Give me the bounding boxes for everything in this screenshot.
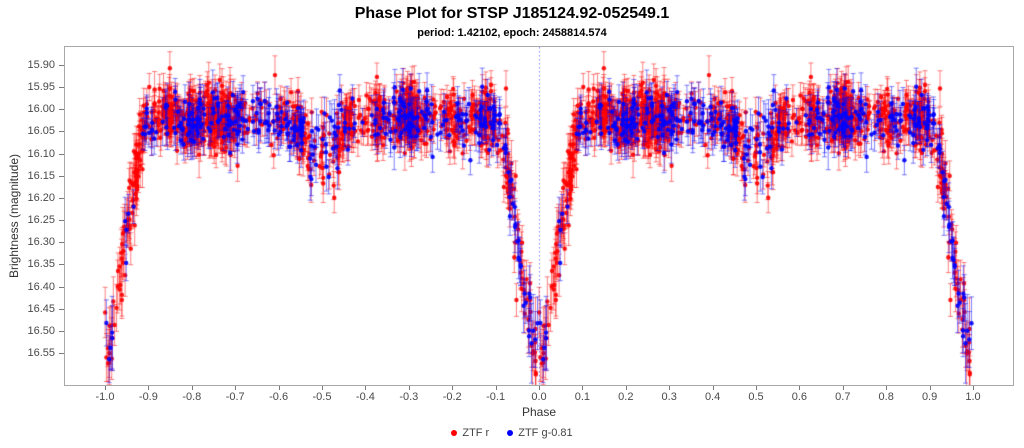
y-tick-label: 16.10	[27, 147, 55, 160]
x-tick-label: 0.0	[531, 391, 547, 403]
y-tick-mark	[59, 175, 64, 177]
legend-label-ztf-r: ZTF r	[462, 427, 490, 439]
legend: ZTF r ZTF g-0.81	[0, 427, 1024, 439]
scatter-canvas	[65, 47, 1013, 385]
y-tick-mark	[59, 220, 64, 222]
y-tick-label: 16.50	[27, 324, 55, 337]
legend-item-ztf-g: ZTF g-0.81	[507, 427, 573, 439]
x-tick-mark	[148, 386, 150, 390]
y-tick-mark	[59, 308, 64, 310]
y-tick-label: 16.40	[27, 280, 55, 293]
y-tick-label: 16.55	[27, 347, 55, 359]
y-tick-label: 16.05	[27, 125, 55, 138]
x-tick-label: -0.1	[486, 391, 506, 403]
x-tick-mark	[669, 386, 671, 390]
y-tick-mark	[59, 242, 64, 244]
x-tick-mark	[105, 386, 106, 390]
x-tick-label: 0.2	[618, 391, 634, 403]
x-tick-mark	[582, 386, 584, 390]
x-tick-mark	[278, 386, 280, 390]
y-tick-label: 16.45	[27, 302, 55, 315]
x-tick-label: -0.2	[442, 391, 462, 403]
x-tick-label: 0.6	[791, 391, 808, 403]
y-tick-mark	[59, 109, 64, 111]
y-tick-mark	[59, 65, 64, 66]
y-tick-label: 16.30	[27, 236, 55, 249]
x-tick-mark	[973, 386, 974, 390]
plot-area	[64, 46, 1014, 386]
x-tick-label: 0.4	[704, 391, 721, 403]
x-tick-label: 0.3	[661, 391, 677, 403]
y-tick-label: 16.00	[27, 103, 55, 116]
x-tick-label: 0.1	[574, 391, 591, 403]
x-tick-label: -0.7	[225, 391, 245, 403]
x-tick-mark	[539, 386, 540, 390]
ztf-g-marker-icon	[507, 430, 514, 436]
x-tick-label: -0.6	[269, 391, 289, 403]
y-tick-mark	[59, 264, 64, 266]
y-tick-label: 15.95	[27, 81, 55, 94]
y-tick-label: 16.20	[27, 191, 55, 204]
y-tick-mark	[59, 131, 64, 133]
x-tick-label: 0.5	[748, 391, 764, 403]
x-tick-mark	[799, 386, 801, 390]
x-tick-mark	[886, 386, 888, 390]
x-axis-title: Phase	[521, 405, 557, 419]
x-tick-label: -0.4	[355, 391, 375, 403]
chart-title: Phase Plot for STSP J185124.92-052549.1	[354, 5, 670, 22]
y-tick-mark	[59, 353, 64, 354]
x-tick-label: -0.5	[312, 391, 332, 403]
y-tick-label: 16.15	[27, 169, 55, 182]
y-tick-mark	[59, 87, 64, 89]
x-tick-mark	[929, 386, 931, 390]
x-tick-mark	[452, 386, 454, 390]
x-tick-mark	[365, 386, 367, 390]
x-tick-label: 1.0	[965, 391, 981, 403]
y-tick-label: 16.35	[27, 258, 55, 271]
x-tick-mark	[322, 386, 323, 390]
x-tick-label: 0.9	[921, 391, 938, 403]
y-tick-mark	[59, 197, 64, 199]
legend-label-ztf-g: ZTF g-0.81	[518, 427, 573, 439]
y-tick-label: 16.25	[27, 214, 55, 227]
x-tick-mark	[842, 386, 844, 390]
y-tick-mark	[59, 330, 64, 332]
x-tick-mark	[408, 386, 410, 390]
x-tick-label: 0.7	[835, 391, 851, 403]
x-tick-mark	[235, 386, 237, 390]
y-tick-mark	[59, 153, 64, 155]
chart-subtitle: period: 1.42102, epoch: 2458814.574	[417, 27, 607, 39]
ztf-r-marker-icon	[451, 430, 458, 436]
y-tick-mark	[59, 286, 64, 288]
x-tick-label: -1.0	[95, 391, 115, 403]
x-tick-mark	[712, 386, 714, 390]
x-tick-mark	[625, 386, 627, 390]
x-tick-mark	[191, 386, 193, 390]
legend-item-ztf-r: ZTF r	[451, 427, 489, 439]
x-tick-label: -0.3	[399, 391, 419, 403]
y-tick-label: 15.90	[27, 59, 55, 71]
x-tick-label: -0.9	[138, 391, 158, 403]
x-tick-label: 0.8	[878, 391, 894, 403]
x-tick-mark	[756, 386, 757, 390]
x-tick-mark	[495, 386, 497, 390]
x-tick-label: -0.8	[182, 391, 202, 403]
